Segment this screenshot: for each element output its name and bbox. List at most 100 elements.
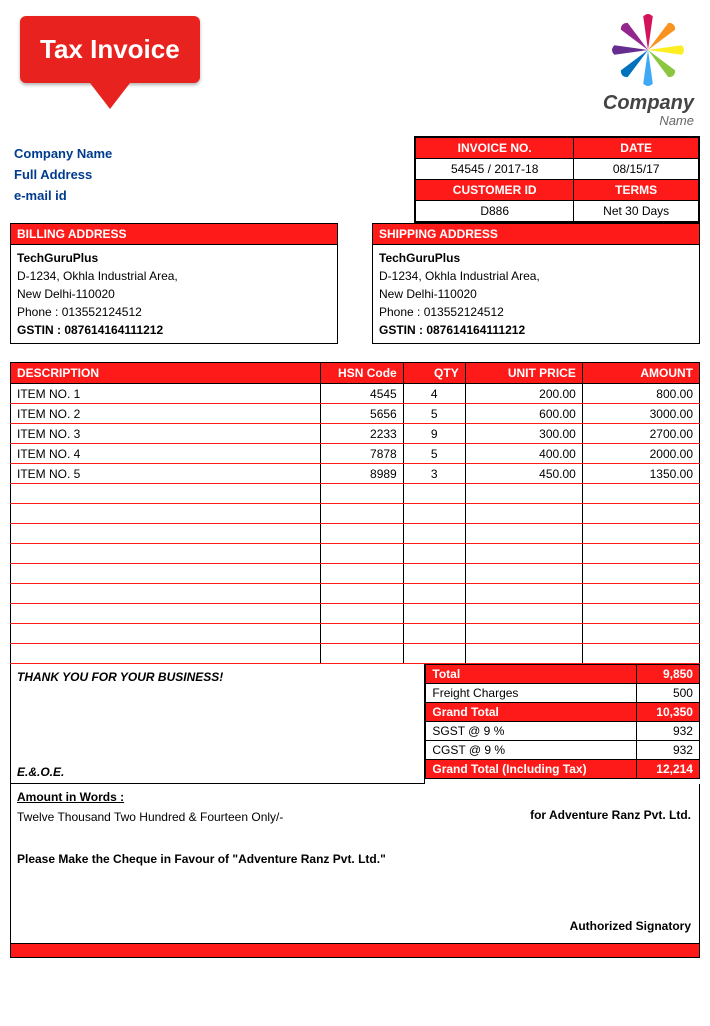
customer-id-value: D886 bbox=[416, 201, 574, 222]
sender-address: Full Address bbox=[14, 165, 414, 186]
summary-row: THANK YOU FOR YOUR BUSINESS! E.&.O.E. To… bbox=[10, 664, 700, 784]
cell-desc: ITEM NO. 1 bbox=[11, 384, 321, 404]
th-hsn: HSN Code bbox=[321, 363, 404, 384]
starburst-logo-icon bbox=[603, 10, 693, 90]
eoe-text: E.&.O.E. bbox=[17, 765, 64, 779]
table-row: ITEM NO. 322339300.002700.00 bbox=[11, 424, 700, 444]
authorized-signatory: Authorized Signatory bbox=[570, 919, 691, 933]
cell-price: 200.00 bbox=[465, 384, 582, 404]
table-row-empty bbox=[11, 504, 700, 524]
table-row-empty bbox=[11, 544, 700, 564]
table-row-empty bbox=[11, 564, 700, 584]
logo-text-top: Company bbox=[603, 93, 694, 113]
cell-price: 400.00 bbox=[465, 444, 582, 464]
billing-gstin: GSTIN : 087614164111212 bbox=[17, 321, 331, 339]
invoice-no-value: 54545 / 2017-18 bbox=[416, 159, 574, 180]
th-price: UNIT PRICE bbox=[465, 363, 582, 384]
shipping-gstin: GSTIN : 087614164111212 bbox=[379, 321, 693, 339]
shipping-name: TechGuruPlus bbox=[379, 249, 693, 267]
cell-price: 450.00 bbox=[465, 464, 582, 484]
grand-total-value: 10,350 bbox=[637, 703, 700, 722]
total-label: Total bbox=[426, 665, 637, 684]
sender-name: Company Name bbox=[14, 144, 414, 165]
company-logo-block: Company Name bbox=[603, 10, 694, 128]
billing-name: TechGuruPlus bbox=[17, 249, 331, 267]
cell-desc: ITEM NO. 4 bbox=[11, 444, 321, 464]
cell-amount: 2000.00 bbox=[582, 444, 699, 464]
cell-amount: 2700.00 bbox=[582, 424, 699, 444]
billing-line2: New Delhi-110020 bbox=[17, 285, 331, 303]
header-row: Tax Invoice Company Name bbox=[10, 10, 700, 128]
cell-hsn: 2233 bbox=[321, 424, 404, 444]
cell-qty: 5 bbox=[403, 404, 465, 424]
grand-total-label: Grand Total bbox=[426, 703, 637, 722]
date-value: 08/15/17 bbox=[574, 159, 699, 180]
logo-text-bottom: Name bbox=[603, 113, 694, 128]
cgst-label: CGST @ 9 % bbox=[426, 741, 637, 760]
terms-value: Net 30 Days bbox=[574, 201, 699, 222]
cell-price: 300.00 bbox=[465, 424, 582, 444]
billing-address-box: BILLING ADDRESS TechGuruPlus D-1234, Okh… bbox=[10, 223, 338, 344]
table-row-empty bbox=[11, 584, 700, 604]
thank-you-text: THANK YOU FOR YOUR BUSINESS! bbox=[17, 670, 223, 684]
grand-tax-value: 12,214 bbox=[637, 760, 700, 779]
table-row: ITEM NO. 478785400.002000.00 bbox=[11, 444, 700, 464]
footer-bar bbox=[10, 944, 700, 958]
th-qty: QTY bbox=[403, 363, 465, 384]
sender-company-info: Company Name Full Address e-mail id bbox=[14, 144, 414, 209]
th-amount: AMOUNT bbox=[582, 363, 699, 384]
address-row: BILLING ADDRESS TechGuruPlus D-1234, Okh… bbox=[10, 223, 700, 344]
table-row-empty bbox=[11, 484, 700, 504]
freight-value: 500 bbox=[637, 684, 700, 703]
thank-you-box: THANK YOU FOR YOUR BUSINESS! E.&.O.E. bbox=[10, 664, 425, 784]
for-company: for Adventure Ranz Pvt. Ltd. bbox=[530, 808, 691, 822]
cell-amount: 3000.00 bbox=[582, 404, 699, 424]
cell-qty: 9 bbox=[403, 424, 465, 444]
cell-qty: 5 bbox=[403, 444, 465, 464]
table-row-empty bbox=[11, 624, 700, 644]
invoice-no-label: INVOICE NO. bbox=[416, 138, 574, 159]
shipping-address-box: SHIPPING ADDRESS TechGuruPlus D-1234, Ok… bbox=[372, 223, 700, 344]
shipping-phone: Phone : 013552124512 bbox=[379, 303, 693, 321]
cell-desc: ITEM NO. 2 bbox=[11, 404, 321, 424]
date-label: DATE bbox=[574, 138, 699, 159]
table-row-empty bbox=[11, 644, 700, 664]
words-title: Amount in Words : bbox=[17, 790, 693, 804]
billing-phone: Phone : 013552124512 bbox=[17, 303, 331, 321]
cell-hsn: 4545 bbox=[321, 384, 404, 404]
cell-desc: ITEM NO. 3 bbox=[11, 424, 321, 444]
tax-invoice-badge: Tax Invoice bbox=[20, 16, 200, 83]
sender-email: e-mail id bbox=[14, 186, 414, 207]
shipping-line2: New Delhi-110020 bbox=[379, 285, 693, 303]
cell-hsn: 8989 bbox=[321, 464, 404, 484]
invoice-meta: INVOICE NO. DATE 54545 / 2017-18 08/15/1… bbox=[414, 136, 700, 223]
cell-qty: 3 bbox=[403, 464, 465, 484]
cell-qty: 4 bbox=[403, 384, 465, 404]
terms-label: TERMS bbox=[574, 180, 699, 201]
billing-heading: BILLING ADDRESS bbox=[11, 224, 337, 245]
freight-label: Freight Charges bbox=[426, 684, 637, 703]
cell-hsn: 7878 bbox=[321, 444, 404, 464]
shipping-line1: D-1234, Okhla Industrial Area, bbox=[379, 267, 693, 285]
items-table: DESCRIPTION HSN Code QTY UNIT PRICE AMOU… bbox=[10, 362, 700, 664]
billing-line1: D-1234, Okhla Industrial Area, bbox=[17, 267, 331, 285]
shipping-heading: SHIPPING ADDRESS bbox=[373, 224, 699, 245]
amount-in-words-box: Amount in Words : Twelve Thousand Two Hu… bbox=[10, 784, 700, 944]
table-row: ITEM NO. 589893450.001350.00 bbox=[11, 464, 700, 484]
cell-hsn: 5656 bbox=[321, 404, 404, 424]
cell-amount: 800.00 bbox=[582, 384, 699, 404]
table-row-empty bbox=[11, 524, 700, 544]
cell-amount: 1350.00 bbox=[582, 464, 699, 484]
totals-table: Total9,850 Freight Charges500 Grand Tota… bbox=[425, 664, 700, 779]
cell-desc: ITEM NO. 5 bbox=[11, 464, 321, 484]
table-row: ITEM NO. 145454200.00800.00 bbox=[11, 384, 700, 404]
th-description: DESCRIPTION bbox=[11, 363, 321, 384]
table-row: ITEM NO. 256565600.003000.00 bbox=[11, 404, 700, 424]
sgst-label: SGST @ 9 % bbox=[426, 722, 637, 741]
cheque-instruction: Please Make the Cheque in Favour of "Adv… bbox=[17, 852, 693, 866]
total-value: 9,850 bbox=[637, 665, 700, 684]
grand-tax-label: Grand Total (Including Tax) bbox=[426, 760, 637, 779]
customer-id-label: CUSTOMER ID bbox=[416, 180, 574, 201]
table-row-empty bbox=[11, 604, 700, 624]
cgst-value: 932 bbox=[637, 741, 700, 760]
